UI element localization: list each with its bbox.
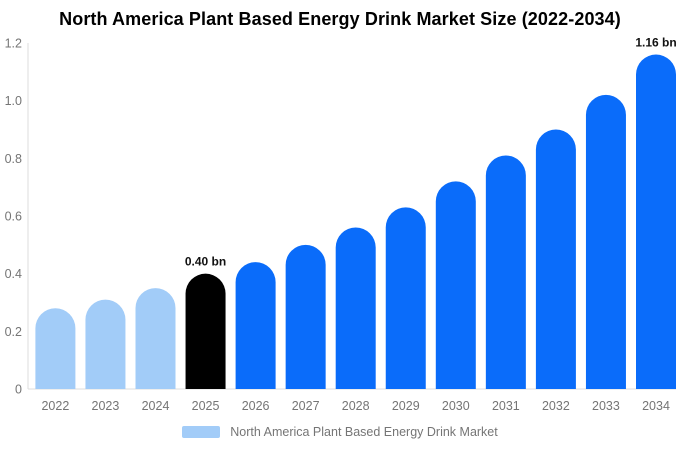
x-tick-label-2022: 2022 [41,399,69,413]
legend-swatch [182,426,221,438]
bar-2030[interactable] [435,181,476,389]
bar-2025[interactable] [185,273,226,389]
bar-value-label-2034: 1.16 bn [635,36,676,50]
y-tick-label: 0.8 [5,152,22,166]
x-tick-label-2034: 2034 [642,399,670,413]
x-tick-label-2024: 2024 [142,399,170,413]
y-tick-label: 1.2 [5,37,22,51]
x-tick-label-2031: 2031 [492,399,520,413]
bar-2032[interactable] [535,129,576,390]
x-tick-label-2030: 2030 [442,399,470,413]
bar-2028[interactable] [335,227,376,389]
y-tick-label: 0.6 [5,210,22,224]
x-tick-label-2023: 2023 [92,399,120,413]
y-tick-label: 0 [15,383,22,397]
x-tick-label-2033: 2033 [592,399,620,413]
y-tick-label: 1.0 [5,94,22,108]
x-tick-label-2025: 2025 [192,399,220,413]
bar-2023[interactable] [85,299,126,389]
bar-2024[interactable] [135,288,176,389]
x-tick-label-2026: 2026 [242,399,270,413]
bar-2029[interactable] [385,207,426,389]
x-tick-label-2027: 2027 [292,399,320,413]
bar-2034[interactable] [636,54,676,389]
bar-2026[interactable] [235,262,276,389]
x-tick-label-2028: 2028 [342,399,370,413]
bar-2033[interactable] [585,94,626,389]
bar-2027[interactable] [285,244,326,389]
bar-2031[interactable] [485,155,526,389]
y-tick-label: 0.4 [5,267,22,281]
legend[interactable]: North America Plant Based Energy Drink M… [0,425,680,439]
y-tick-label: 0.2 [5,325,22,339]
bar-2022[interactable] [35,308,76,389]
chart-title: North America Plant Based Energy Drink M… [59,9,621,29]
x-tick-label-2029: 2029 [392,399,420,413]
x-tick-label-2032: 2032 [542,399,570,413]
bar-value-label-2025: 0.40 bn [185,255,226,269]
legend-label: North America Plant Based Energy Drink M… [230,425,498,439]
